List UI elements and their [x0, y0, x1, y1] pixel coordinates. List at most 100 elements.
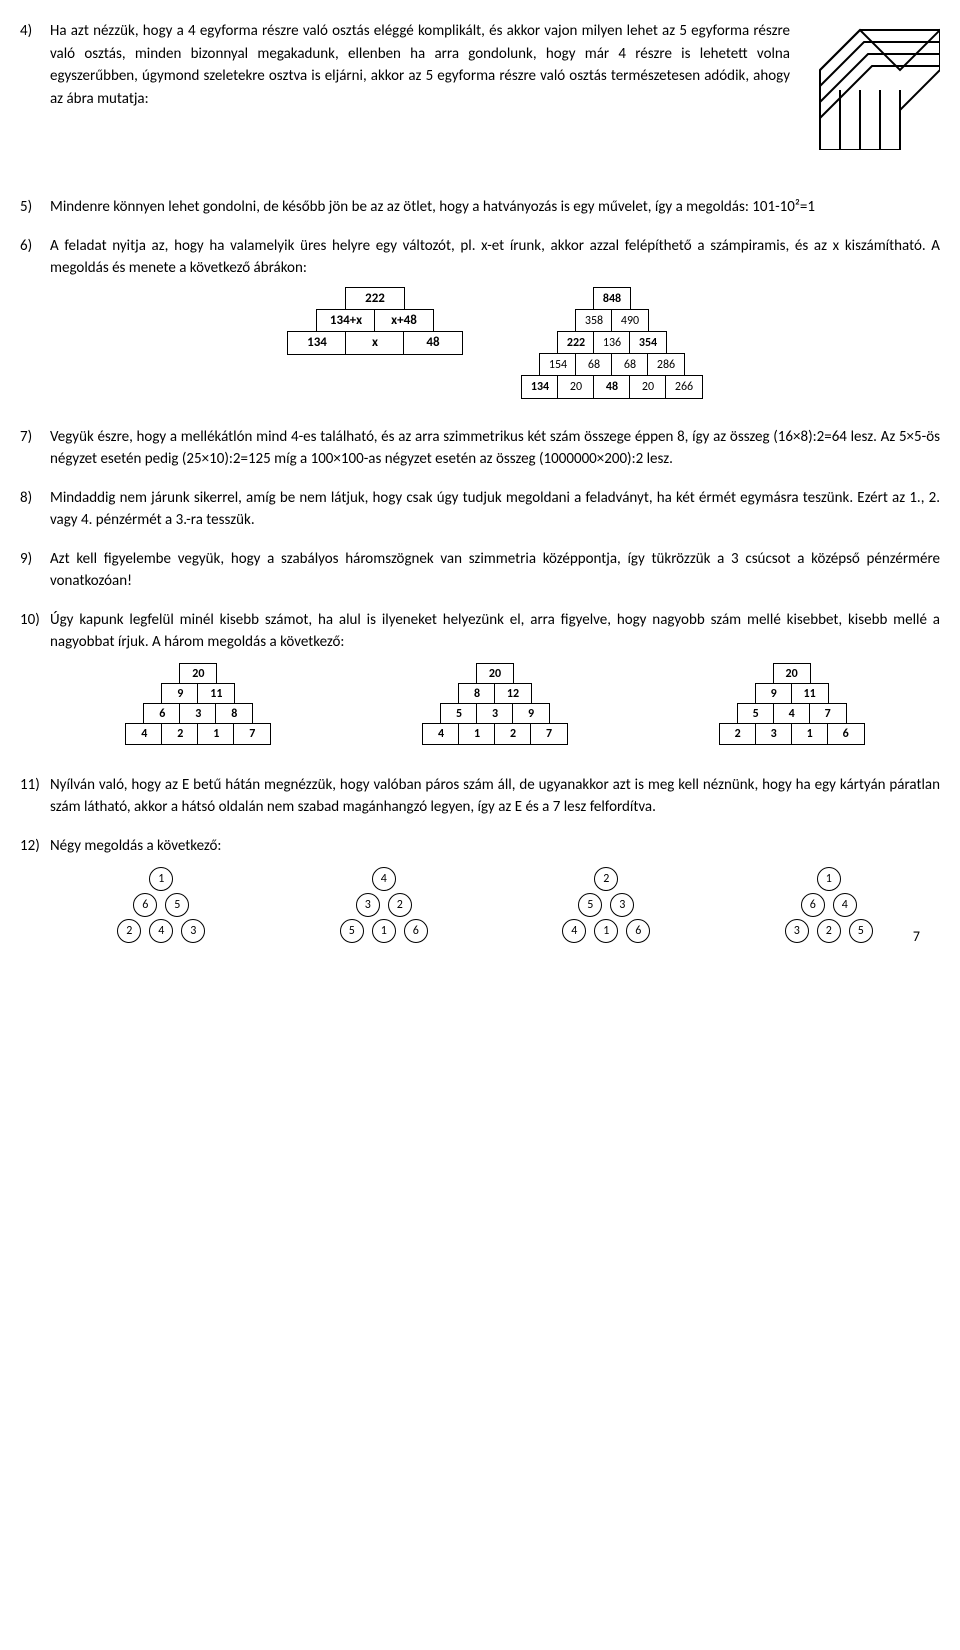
- p10a-r3c0: 4: [125, 723, 163, 745]
- p10c-r1c1: 11: [791, 683, 829, 705]
- d1-top: 1: [149, 867, 173, 891]
- d4-m0: 6: [801, 893, 825, 917]
- p10a-r3c3: 7: [233, 723, 271, 745]
- circle-d1: 1 65 243: [117, 867, 205, 943]
- item-6: 6) A feladat nyitja az, hogy ha valamely…: [20, 235, 940, 410]
- item-7: 7) Vegyük észre, hogy a mellékátlón mind…: [20, 426, 940, 471]
- d3-b2: 6: [626, 919, 650, 943]
- item-5: 5) Mindenre könnyen lehet gondolni, de k…: [20, 196, 940, 219]
- item-4-text: Ha azt nézzük, hogy a 4 egyforma részre …: [50, 20, 940, 180]
- item-9-number: 9): [20, 548, 50, 571]
- p6b-r3c1: 68: [575, 353, 613, 377]
- pyramids-10: 20 911 638 4217 20 812 539 4127 20 911 5…: [50, 664, 940, 744]
- item-6-text: A feladat nyitja az, hogy ha valamelyik …: [50, 237, 940, 278]
- item-10-body: Úgy kapunk legfelül minél kisebb számot,…: [50, 609, 940, 758]
- item-9-text: Azt kell figyelembe vegyük, hogy a szabá…: [50, 548, 940, 593]
- d1-b2: 3: [181, 919, 205, 943]
- d1-m1: 5: [165, 893, 189, 917]
- p10b-r3c3: 7: [530, 723, 568, 745]
- d4-top: 1: [817, 867, 841, 891]
- p10a-r1c1: 11: [197, 683, 235, 705]
- p6a-r0c0: 222: [345, 287, 405, 311]
- pyramid-10b: 20 812 539 4127: [423, 664, 567, 744]
- item-8-number: 8): [20, 487, 50, 510]
- p10a-r0c0: 20: [179, 663, 217, 685]
- p6b-r3c0: 154: [539, 353, 577, 377]
- item-12-text: Négy megoldás a következő:: [50, 837, 221, 855]
- p6b-r1c1: 490: [611, 309, 649, 333]
- p6b-r4c1: 20: [557, 375, 595, 399]
- d4-b2: 5: [849, 919, 873, 943]
- p10b-r1c1: 12: [494, 683, 532, 705]
- item-10-text: Úgy kapunk legfelül minél kisebb számot,…: [50, 611, 940, 652]
- p10c-r2c1: 4: [773, 703, 811, 725]
- item-6-number: 6): [20, 235, 50, 258]
- d2-m0: 3: [356, 893, 380, 917]
- p6a-r1c1: x+48: [374, 309, 434, 333]
- p10c-r3c2: 1: [791, 723, 829, 745]
- p10a-r1c0: 9: [161, 683, 199, 705]
- d2-b0: 5: [340, 919, 364, 943]
- d1-m0: 6: [133, 893, 157, 917]
- d2-b1: 1: [372, 919, 396, 943]
- p6b-r2c0: 222: [557, 331, 595, 355]
- item-5-number: 5): [20, 196, 50, 219]
- d4-b1: 2: [817, 919, 841, 943]
- p10b-r0c0: 20: [476, 663, 514, 685]
- p6b-r4c0: 134: [521, 375, 559, 399]
- item-7-number: 7): [20, 426, 50, 449]
- p6a-r1c0: 134+x: [316, 309, 376, 333]
- item-10-number: 10): [20, 609, 50, 632]
- item-4-number: 4): [20, 20, 50, 43]
- p10b-r2c0: 5: [440, 703, 478, 725]
- item-12-body: Négy megoldás a következő: 1 65 243 4 32…: [50, 835, 940, 944]
- p6b-r2c1: 136: [593, 331, 631, 355]
- p10b-r3c0: 4: [422, 723, 460, 745]
- p6b-r4c3: 20: [629, 375, 667, 399]
- d3-b0: 4: [562, 919, 586, 943]
- p10a-r3c1: 2: [161, 723, 199, 745]
- p6a-r2c1: x: [345, 331, 405, 355]
- p6a-r2c0: 134: [287, 331, 347, 355]
- pyramid-10a: 20 911 638 4217: [126, 664, 270, 744]
- pyramids-6: 222 134+x x+48 134 x 48 848 358 490: [50, 288, 940, 398]
- d3-m0: 5: [578, 893, 602, 917]
- slice-figure: [810, 20, 940, 150]
- p10a-r2c0: 6: [143, 703, 181, 725]
- d2-b2: 6: [404, 919, 428, 943]
- circle-d4: 1 64 325: [785, 867, 873, 943]
- p10a-r2c2: 8: [215, 703, 253, 725]
- p10b-r3c1: 1: [458, 723, 496, 745]
- d3-top: 2: [594, 867, 618, 891]
- item-8-text: Mindaddig nem járunk sikerrel, amíg be n…: [50, 487, 940, 532]
- d2-top: 4: [372, 867, 396, 891]
- p6b-r4c4: 266: [665, 375, 703, 399]
- d1-b1: 4: [149, 919, 173, 943]
- item-11-number: 11): [20, 774, 50, 797]
- p6b-r2c2: 354: [629, 331, 667, 355]
- p10c-r2c0: 5: [737, 703, 775, 725]
- p10b-r3c2: 2: [494, 723, 532, 745]
- p10a-r3c2: 1: [197, 723, 235, 745]
- p6a-r2c2: 48: [403, 331, 463, 355]
- circle-d2: 4 32 516: [340, 867, 428, 943]
- item-11: 11) Nyílván való, hogy az E betű hátán m…: [20, 774, 940, 819]
- p10c-r3c1: 3: [755, 723, 793, 745]
- item-7-text: Vegyük észre, hogy a mellékátlón mind 4-…: [50, 426, 940, 471]
- p6b-r0c0: 848: [593, 287, 631, 311]
- item-5-text: Mindenre könnyen lehet gondolni, de késő…: [50, 196, 940, 219]
- p10a-r2c1: 3: [179, 703, 217, 725]
- d4-b0: 3: [785, 919, 809, 943]
- d3-m1: 3: [610, 893, 634, 917]
- p10b-r2c1: 3: [476, 703, 514, 725]
- p6b-r3c3: 286: [647, 353, 685, 377]
- item-11-text: Nyílván való, hogy az E betű hátán megné…: [50, 774, 940, 819]
- d2-m1: 2: [388, 893, 412, 917]
- p10c-r2c2: 7: [809, 703, 847, 725]
- p6b-r3c2: 68: [611, 353, 649, 377]
- d4-m1: 4: [833, 893, 857, 917]
- item-12-number: 12): [20, 835, 50, 858]
- item-10: 10) Úgy kapunk legfelül minél kisebb szá…: [20, 609, 940, 758]
- item-4-body-text: Ha azt nézzük, hogy a 4 egyforma részre …: [50, 22, 790, 108]
- page-number: 7: [913, 926, 920, 947]
